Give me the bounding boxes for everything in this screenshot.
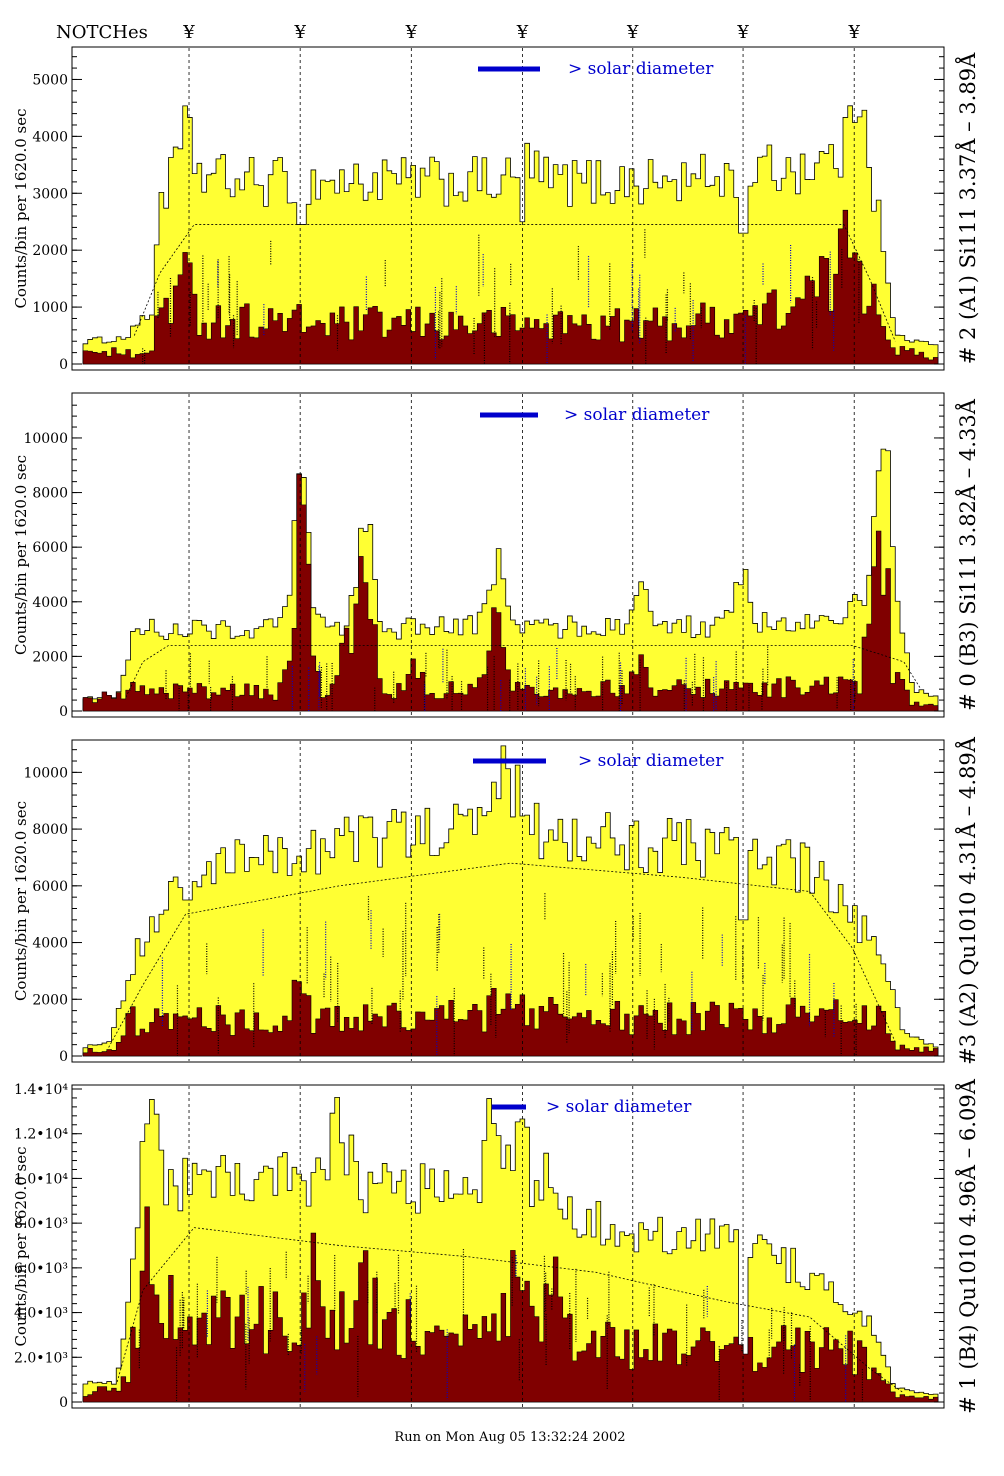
y-tick-label: 2.0•10³ [14,1350,68,1366]
y-tick-label: 6000 [32,879,68,895]
y-tick-label: 3000 [32,186,68,202]
notch-marker-1: ¥ [182,22,195,43]
y-tick-label: 1.0•10⁴ [14,1171,68,1187]
y-tick-label: 0 [59,1049,68,1065]
line-id-annotations [161,893,857,1056]
notches-label: NOTCHes [56,22,148,43]
y-tick-label: 5000 [32,72,68,88]
notch-marker-6: ¥ [736,22,749,43]
line-id-annotations [165,646,856,711]
panel-title: # 2 (A1) Si111 3.37Å – 3.89Å [955,52,980,364]
y-tick-label: 6.0•10³ [14,1261,68,1277]
y-tick-label: 1.2•10⁴ [14,1127,68,1143]
panel-1: 0 1000 2000 3000 4000 5000 Counts/bin per 1620… [12,46,980,373]
y-tick-label: 8000 [32,822,68,838]
subset-histogram [82,209,939,365]
notch-marker-7: ¥ [847,22,860,43]
y-tick-label: 2000 [32,649,68,665]
line-id-annotations [138,1249,864,1402]
notches-header: NOTCHes ¥ ¥ ¥ ¥ ¥ ¥ ¥ [56,22,860,43]
y-tick-label: 10000 [23,431,68,447]
y-tick-label: 8000 [32,486,68,502]
notch-marker-3: ¥ [405,22,418,43]
notch-marker-5: ¥ [626,22,639,43]
solar-diameter-label: > solar diameter [568,59,714,79]
panel-title: #3 (A2) Qu1010 4.31Å – 4.89Å [955,736,980,1065]
panel-3: 0 2000 4000 6000 8000 10000 Counts/bin per 162… [12,736,980,1065]
y-tick-label: 6000 [32,540,68,556]
subset-histogram [82,1206,939,1403]
panel-2: 0 2000 4000 6000 8000 10000 Counts/bin per 162… [12,392,980,720]
y-axis-label: Counts/bin per 1620.0 sec [12,1146,30,1346]
smooth-fit-curve [108,862,896,1048]
solar-diameter-label: > solar diameter [578,751,724,771]
y-tick-label: 2000 [32,243,68,259]
smooth-fit-curve [133,224,896,342]
y-axis-label: Counts/bin per 1620.0 sec [12,108,30,308]
total-histogram [82,1096,939,1403]
subset-histogram [82,473,939,712]
panel-4: 0 2.0•10³ 4.0•10³ 6.0•10³ 8.0•10³ 1.0•10⁴ 1.2•… [12,1078,980,1414]
y-tick-label: 4000 [32,595,68,611]
y-tick-label: 1.4•10⁴ [14,1082,68,1098]
subset-histogram [82,979,939,1057]
total-histogram [82,105,939,365]
y-tick-label: 0 [59,704,68,720]
y-tick-label: 4000 [32,936,68,952]
y-tick-label: 10000 [23,765,68,781]
y-tick-label: 4000 [32,129,68,145]
line-id-annotations [142,229,860,364]
panel-title: # 1 (B4) Qu1010 4.96Å – 6.09Å [955,1078,980,1414]
solar-diameter-label: > solar diameter [564,405,710,425]
notch-marker-2: ¥ [293,22,306,43]
y-axis-label: Counts/bin per 1620.0 sec [12,455,30,655]
y-tick-label: 0 [59,1395,68,1411]
smooth-fit-curve [125,645,922,698]
notch-marker-4: ¥ [516,22,529,43]
run-timestamp: Run on Mon Aug 05 13:32:24 2002 [394,1430,625,1445]
y-tick-label: 1000 [32,300,68,316]
total-histogram [82,745,939,1057]
y-axis-label: Counts/bin per 1620.0 sec [12,801,30,1001]
panel-title: # 0 (B3) Si111 3.82Å – 4.33Å [955,398,980,711]
panels: 0 1000 2000 3000 4000 5000 Counts/bin per 1620… [12,46,980,1414]
y-tick-label: 2000 [32,992,68,1008]
smooth-fit-curve [116,1227,905,1394]
solar-diameter-label: > solar diameter [546,1097,692,1117]
y-tick-label: 0 [59,357,68,373]
y-tick-label: 4.0•10³ [14,1306,68,1322]
y-tick-label: 8.0•10³ [14,1216,68,1232]
